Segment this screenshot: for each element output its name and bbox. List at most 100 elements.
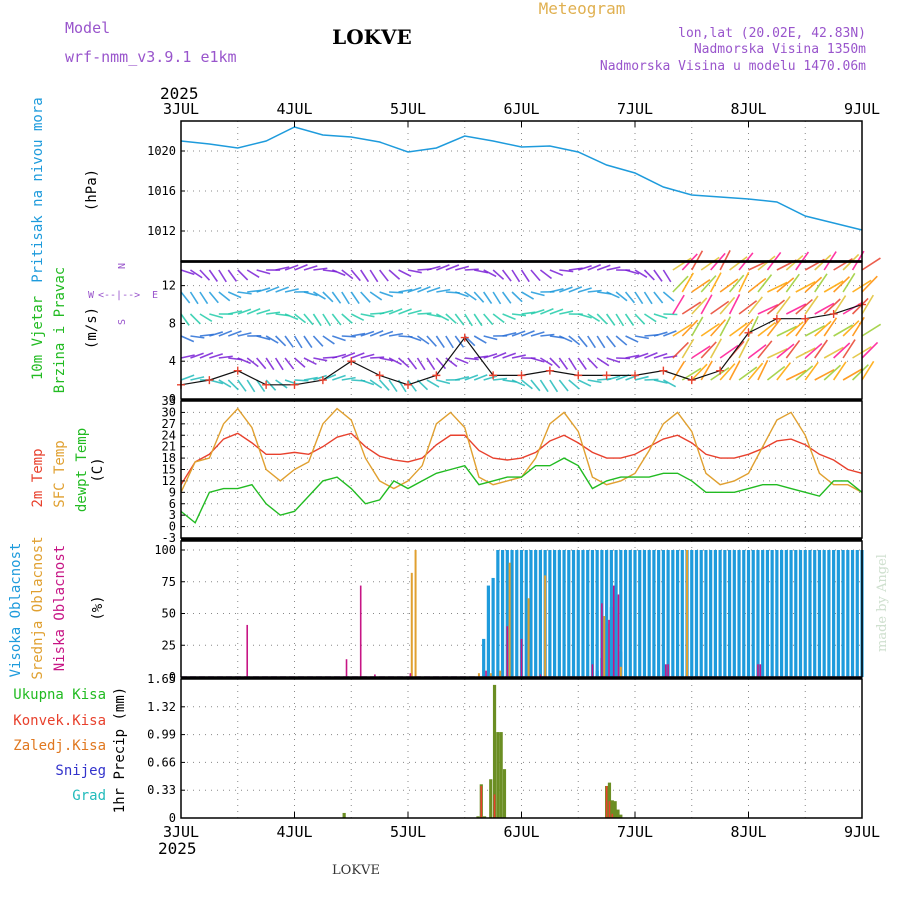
wind-arrow bbox=[597, 358, 609, 366]
wind-arrow bbox=[323, 314, 331, 326]
wind-arrow bbox=[313, 336, 322, 346]
high-cloud-bar bbox=[652, 550, 655, 677]
wind-arrow bbox=[588, 336, 596, 348]
wind-speed-marker bbox=[234, 367, 242, 375]
high-cloud-bar bbox=[733, 550, 736, 677]
high-cloud-bar bbox=[510, 550, 513, 677]
wind-arrow bbox=[474, 336, 486, 343]
wind-arrow bbox=[228, 380, 238, 390]
wind-arrow bbox=[484, 292, 492, 304]
wind-arrow bbox=[181, 292, 190, 303]
high-cloud-bar bbox=[614, 614, 617, 678]
wind-arrow bbox=[228, 270, 236, 281]
wind-arrow bbox=[304, 314, 313, 325]
conv-precip-bar bbox=[494, 794, 496, 818]
compass-e: E bbox=[152, 290, 158, 301]
wind-arrow bbox=[503, 292, 511, 303]
wind-arrow bbox=[862, 324, 881, 336]
wind-arrow bbox=[190, 292, 198, 304]
elevation-text: Nadmorska Visina 1350m bbox=[694, 42, 866, 57]
high-cloud-bar bbox=[629, 550, 632, 677]
wind-arrow bbox=[616, 314, 623, 326]
watermark: made by Angel bbox=[875, 554, 890, 652]
wind-arrow bbox=[578, 358, 586, 369]
x-tick-label-top: 9JUL bbox=[844, 100, 880, 118]
high-cloud-bar bbox=[704, 550, 707, 677]
precip-label-hail: Grad bbox=[72, 788, 106, 804]
wind-arrow bbox=[739, 338, 749, 358]
wind-speed-marker bbox=[205, 376, 213, 384]
mid-cloud-bar bbox=[620, 667, 622, 677]
conv-precip-bar bbox=[606, 786, 608, 818]
y-tick-label: 0.33 bbox=[147, 783, 176, 797]
wind-arrow bbox=[493, 292, 500, 304]
high-cloud-bar bbox=[723, 550, 726, 677]
wind-arrow bbox=[635, 314, 645, 324]
total-precip-bar bbox=[614, 801, 617, 818]
wind-arrow bbox=[436, 336, 444, 348]
high-cloud-bar bbox=[667, 550, 670, 677]
wind-arrow bbox=[238, 270, 248, 280]
temp-unit: (C) bbox=[90, 457, 106, 482]
high-cloud-bar bbox=[676, 550, 679, 677]
high-cloud-bar bbox=[837, 550, 840, 677]
x-tick-label-bottom: 3JUL bbox=[163, 823, 199, 841]
wind-arrow bbox=[730, 361, 740, 380]
low-cloud-bar bbox=[613, 586, 615, 677]
wind-arrow bbox=[531, 270, 540, 281]
wind-arrow bbox=[815, 303, 834, 314]
wind-arrow bbox=[701, 295, 712, 314]
wind-arrow bbox=[323, 336, 335, 344]
wind-arrow bbox=[427, 380, 439, 387]
wind-arrow bbox=[569, 358, 576, 370]
wind-arrow bbox=[474, 314, 482, 326]
wind-arrow bbox=[238, 380, 246, 391]
high-cloud-bar bbox=[799, 550, 802, 677]
cloud-label-2: Srednja Oblacnost bbox=[30, 536, 46, 679]
high-cloud-bar bbox=[496, 550, 499, 677]
wind-arrow bbox=[446, 314, 456, 323]
low-cloud-bar bbox=[760, 664, 762, 677]
model-elevation-text: Nadmorska Visina u modelu 1470.06m bbox=[600, 59, 866, 74]
wind-arrow bbox=[786, 304, 806, 314]
wind-speed-marker bbox=[518, 371, 526, 379]
y-tick-label: 33 bbox=[162, 394, 176, 408]
wind-arrow bbox=[663, 314, 677, 315]
wind-arrow bbox=[200, 314, 212, 321]
wind-arrow bbox=[644, 270, 654, 280]
wind-arrow bbox=[626, 314, 634, 325]
y-tick-label: 0.66 bbox=[147, 755, 176, 769]
wind-arrow bbox=[673, 276, 688, 292]
wind-arrow bbox=[767, 282, 787, 292]
wind-arrow bbox=[455, 314, 464, 325]
high-cloud-bar bbox=[548, 550, 551, 677]
high-cloud-bar bbox=[662, 550, 665, 677]
high-cloud-bar bbox=[719, 550, 722, 677]
high-cloud-bar bbox=[785, 550, 788, 677]
wind-arrow bbox=[701, 361, 712, 380]
wind-arrow bbox=[276, 358, 284, 370]
high-cloud-bar bbox=[586, 550, 589, 677]
low-cloud-bar bbox=[601, 603, 603, 677]
high-cloud-bar bbox=[846, 550, 849, 677]
low-cloud-bar bbox=[360, 586, 362, 677]
high-cloud-bar bbox=[752, 550, 755, 677]
pressure-unit: (hPa) bbox=[84, 169, 100, 211]
y-tick-label: 0.99 bbox=[147, 728, 176, 742]
wind-arrow bbox=[351, 292, 359, 304]
cloud-label-3: Niska Oblacnost bbox=[52, 545, 68, 671]
compass-n: N bbox=[117, 263, 128, 269]
high-cloud-bar bbox=[804, 550, 807, 677]
wind-arrow bbox=[644, 314, 656, 322]
x-tick-label-bottom: 6JUL bbox=[503, 823, 539, 841]
wind-arrow bbox=[219, 270, 226, 282]
total-precip-bar bbox=[496, 732, 499, 818]
high-cloud-bar bbox=[487, 586, 490, 677]
mid-cloud-bar bbox=[603, 616, 605, 677]
wind-arrow bbox=[654, 292, 663, 303]
conv-precip-bar bbox=[481, 786, 483, 818]
high-cloud-bar bbox=[737, 550, 740, 677]
wind-arrow bbox=[522, 292, 534, 299]
wind-arrow bbox=[200, 292, 208, 304]
